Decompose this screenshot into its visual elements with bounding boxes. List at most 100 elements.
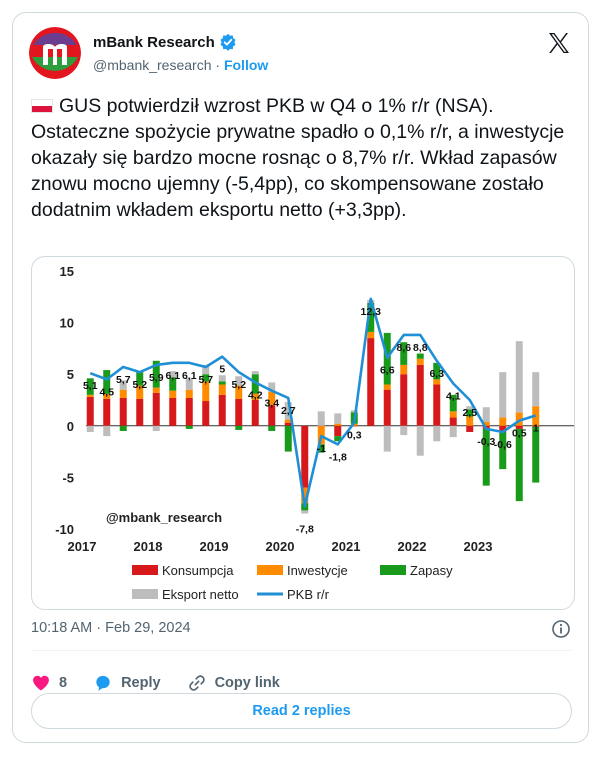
x-tick-label: 2020 (266, 539, 295, 554)
bar-zapasy (482, 428, 490, 486)
data-label: 5,9 (149, 372, 164, 384)
data-label: 6,1 (182, 370, 197, 382)
bar-konsumpcja (383, 389, 391, 426)
data-label: 5,1 (83, 380, 98, 392)
bar-konsumpcja (235, 398, 243, 426)
data-label: 6,6 (380, 365, 395, 377)
y-tick-label: 5 (67, 367, 74, 382)
y-tick-label: 0 (67, 419, 74, 434)
info-icon[interactable] (551, 619, 571, 639)
bar-eksport-netto (218, 375, 226, 382)
bar-inwestycje (449, 411, 457, 418)
bar-zapasy (532, 426, 540, 483)
x-logo-icon[interactable] (547, 31, 571, 55)
bar-zapasy (251, 374, 259, 394)
bar-zapasy (367, 302, 375, 332)
data-label: 5,7 (116, 374, 131, 386)
bar-zapasy (466, 409, 474, 417)
bar-inwestycje (86, 394, 94, 397)
y-tick-label: 15 (60, 264, 74, 279)
bar-konsumpcja (103, 398, 111, 426)
bar-eksport-netto (400, 425, 408, 436)
bar-inwestycje (482, 421, 490, 426)
verified-badge-icon (220, 33, 236, 51)
data-label: 5,7 (198, 374, 213, 386)
bar-eksport-netto (532, 372, 540, 407)
chart-watermark: @mbank_research (106, 510, 222, 525)
copy-link-button[interactable]: Copy link (187, 673, 280, 693)
x-tick-label: 2019 (200, 539, 229, 554)
legend-label: Eksport netto (162, 587, 239, 602)
bar-eksport-netto (119, 380, 127, 390)
link-icon (188, 675, 205, 691)
bar-inwestycje (301, 487, 309, 504)
bar-inwestycje (103, 393, 111, 399)
data-label: -0,6 (494, 439, 512, 451)
bar-zapasy (103, 370, 111, 394)
bar-zapasy (416, 353, 424, 359)
bar-inwestycje (251, 393, 259, 400)
read-replies-button[interactable]: Read 2 replies (31, 693, 572, 729)
data-label: 4,1 (446, 390, 461, 402)
bar-eksport-netto (251, 371, 259, 375)
data-label: 2,7 (281, 405, 296, 417)
bar-eksport-netto (301, 510, 309, 514)
y-tick-label: -10 (55, 522, 74, 537)
y-tick-label: 10 (60, 316, 74, 331)
bar-konsumpcja (499, 425, 507, 432)
reply-button[interactable]: Reply (93, 673, 161, 693)
legend-label: Zapasy (410, 563, 453, 578)
author-name[interactable]: mBank Research (93, 33, 215, 51)
bar-eksport-netto (449, 425, 457, 438)
bar-inwestycje (169, 390, 177, 398)
y-tick-label: -5 (62, 470, 74, 485)
heart-icon (33, 675, 49, 691)
author-name-row: mBank Research (93, 33, 237, 51)
legend-swatch (132, 589, 158, 599)
bar-inwestycje (136, 385, 144, 399)
action-bar: 8 Reply Copy link (31, 663, 306, 703)
bar-inwestycje (515, 412, 523, 426)
bar-zapasy (152, 360, 160, 388)
bar-konsumpcja (433, 384, 441, 426)
bar-konsumpcja (466, 425, 474, 432)
legend-label: Inwestycje (287, 563, 348, 578)
data-label: -1,8 (329, 451, 347, 463)
bar-inwestycje (466, 416, 474, 426)
x-tick-label: 2021 (332, 539, 361, 554)
bar-inwestycje (202, 381, 210, 402)
separator: · (215, 57, 221, 73)
bar-inwestycje (185, 389, 193, 398)
bar-eksport-netto (169, 371, 177, 378)
author-handle[interactable]: @mbank_research (93, 57, 212, 73)
bar-zapasy (185, 425, 193, 429)
bar-zapasy (400, 342, 408, 365)
data-label: 4,5 (99, 386, 114, 398)
x-tick-label: 2018 (134, 539, 163, 554)
bar-konsumpcja (119, 397, 127, 426)
bar-eksport-netto (350, 410, 358, 413)
legend-swatch (380, 565, 406, 575)
legend-label: PKB r/r (287, 587, 330, 602)
bar-konsumpcja (202, 401, 210, 426)
bar-konsumpcja (449, 417, 457, 426)
bar-konsumpcja (218, 394, 226, 426)
bar-konsumpcja (400, 374, 408, 426)
data-label: 0,5 (512, 428, 527, 440)
data-label: -0,3 (477, 436, 495, 448)
data-label: 2,5 (462, 407, 477, 419)
bar-konsumpcja (284, 422, 292, 426)
bar-zapasy (119, 425, 127, 431)
follow-button[interactable]: Follow (223, 57, 269, 73)
tweet-timestamp[interactable]: 10:18 AM · Feb 29, 2024 (31, 620, 191, 636)
like-button[interactable]: 8 (31, 673, 67, 693)
bar-konsumpcja (416, 364, 424, 426)
bar-inwestycje (367, 331, 375, 339)
bar-konsumpcja (515, 425, 523, 429)
bar-zapasy (515, 428, 523, 502)
bar-zapasy (235, 425, 243, 430)
bar-eksport-netto (284, 402, 292, 420)
mbank-logo-icon[interactable] (29, 27, 81, 79)
bar-eksport-netto (334, 413, 342, 424)
chart-image[interactable]: -10 -5 0 5 10 15 2017 2018 2019 2020 2021 2022 2023 5… (31, 256, 575, 610)
